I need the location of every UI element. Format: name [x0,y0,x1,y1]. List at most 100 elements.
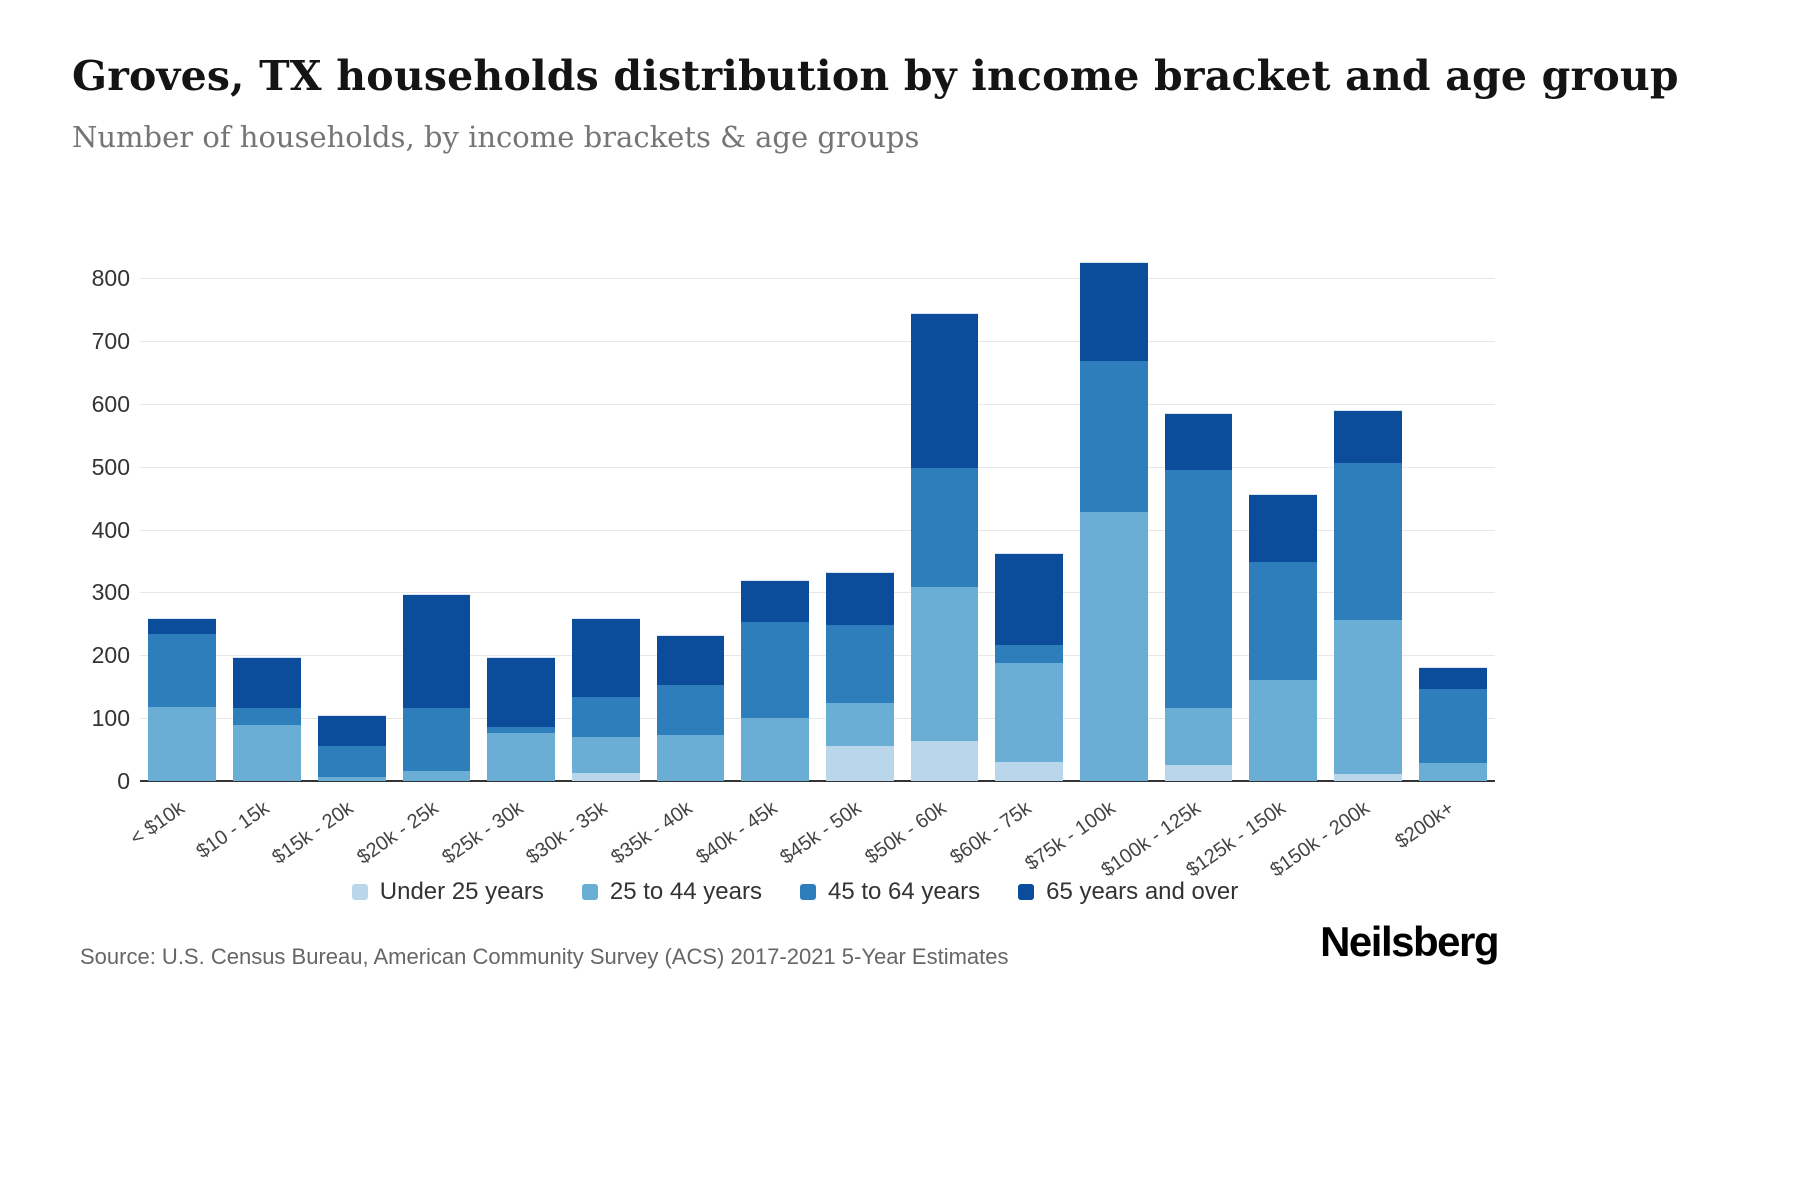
bar-segment [1249,561,1318,681]
y-axis-tick-label: 200 [91,642,130,669]
legend: Under 25 years 25 to 44 years 45 to 64 yea… [80,878,1510,906]
bar-segment [571,771,640,781]
gridline [140,718,1495,720]
bar-segment [1249,493,1318,562]
legend-swatch-icon [351,884,368,900]
x-axis-tick-label: $10 - 15k [192,797,274,863]
legend-swatch-icon [799,884,816,900]
gridline [140,341,1495,342]
bar-segment [233,724,301,781]
y-axis-tick-label: 100 [91,705,130,732]
bar-segment [995,661,1064,762]
x-axis-tick-label: $50k - 60k [861,797,951,869]
x-axis-tick-label: < $10k [126,797,189,850]
bar-segment [825,745,894,781]
legend-item[interactable]: 65 years and over [1018,878,1238,906]
legend-label: 25 to 44 years [609,878,762,905]
bar-segment [1164,468,1233,708]
gridline [140,529,1495,531]
bar-segment [233,656,301,708]
y-axis-tick-label: 300 [91,579,130,606]
bar-segment [910,466,979,588]
gridline [140,592,1495,594]
x-axis-tick-label: $200k+ [1391,797,1459,854]
bar-segment [995,760,1064,781]
x-axis-tick-label: $45k - 50k [776,797,866,869]
bar-segment [148,633,217,707]
bar-segment [656,635,725,685]
bar-segment [233,706,301,726]
bar-segment [1334,410,1402,463]
bar-segment [995,643,1064,663]
bar-segment [148,705,217,781]
bar-segment [910,312,979,468]
x-axis-tick-label: $15k - 20k [268,797,358,869]
bar-segment [1164,413,1233,470]
x-axis-tick-label: $20k - 25k [353,797,443,869]
bar-segment [825,702,894,747]
legend-item[interactable]: 25 to 44 years [581,878,762,906]
plot-area: 0 100 200 300 400 500 600 700 800 < $10k $10 - 15k… [80,238,1510,881]
bar-segment [571,696,640,737]
bar-segment [402,707,471,771]
bar-segment [1418,666,1487,689]
bar-segment [317,745,386,777]
bar-segment [487,725,555,733]
bar-segment [487,656,555,727]
bar-segment [825,572,894,625]
chart-title: Groves, TX households distribution by in… [72,52,1679,100]
bar-segment [1249,679,1318,781]
bar-segment [1334,461,1402,620]
bar-segment [571,735,640,773]
y-axis-tick-label: 500 [91,453,130,480]
legend-swatch-icon [1018,884,1035,900]
bar-segment [741,579,810,622]
bar-segment [910,740,979,781]
y-axis-tick-label: 400 [91,516,130,543]
bar-segment [148,617,217,635]
gridline [140,278,1495,280]
bar-segment [317,775,386,781]
bar-segment [1418,687,1487,764]
bar-segment [317,715,386,747]
x-axis-line [140,780,1495,782]
bar-segment [1164,764,1233,781]
bar-segment [1334,618,1402,775]
gridline [140,466,1495,468]
y-axis-tick-label: 0 [117,768,130,794]
chart-subtitle: Number of households, by income brackets… [72,120,920,154]
x-axis-tick-label: $40k - 45k [692,797,782,869]
bar-segment [402,594,471,709]
bar-segment [656,733,725,781]
legend-label: 45 to 64 years [827,878,981,905]
legend-swatch-icon [581,884,598,900]
bar-segment [1334,773,1402,781]
bar-segment [741,716,810,781]
bar-segment [1164,706,1233,766]
bar-segment [656,683,725,735]
x-axis-tick-label: $35k - 40k [607,797,697,869]
y-axis-tick-label: 800 [91,265,130,292]
bar-segment [1080,510,1148,781]
x-axis-tick-label: $25k - 30k [437,797,528,869]
brand-logo: Neilsberg [1320,918,1499,965]
bar-segment [825,623,894,704]
bar-segment [741,620,810,718]
source-note: Source: U.S. Census Bureau, American Com… [80,944,1009,969]
bar-segment [995,553,1064,645]
legend-label: Under 25 years [379,878,544,905]
bar-segment [571,617,640,698]
y-axis-tick-label: 700 [91,328,130,354]
legend-item[interactable]: Under 25 years [351,878,544,906]
bar-segment [910,586,979,742]
bar-segment [487,731,555,781]
bar-segment [1418,762,1487,781]
bar-segment [1080,262,1148,361]
x-axis-tick-label: $30k - 35k [522,797,612,869]
y-axis-tick-label: 600 [91,390,130,417]
bar-segment [402,769,471,781]
gridline [140,403,1495,405]
legend-label: 65 years and over [1046,878,1239,905]
legend-item[interactable]: 45 to 64 years [799,878,981,906]
